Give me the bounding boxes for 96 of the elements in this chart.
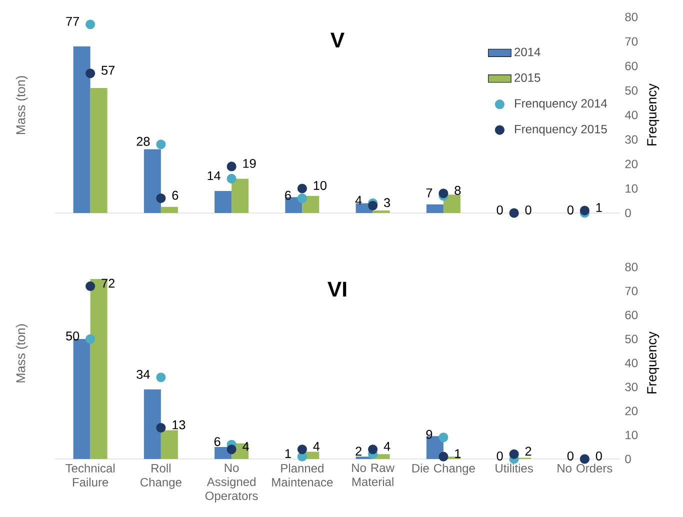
data-label: 4 xyxy=(313,442,320,451)
point xyxy=(368,444,378,454)
point xyxy=(86,20,96,30)
data-label: 1 xyxy=(596,203,602,212)
bar xyxy=(426,204,444,213)
data-label: 3 xyxy=(384,198,390,208)
data-label: 28 xyxy=(136,136,150,146)
data-label: 19 xyxy=(243,158,256,168)
y2-tick-label: 20 xyxy=(625,406,638,416)
data-label: 77 xyxy=(66,16,79,26)
point xyxy=(580,206,590,216)
y2-tick-label: 50 xyxy=(625,86,638,95)
x-tick-label: Die Change xyxy=(412,464,475,475)
y-axis-title: Mass (ton) xyxy=(16,324,28,382)
y2-tick-label: 50 xyxy=(625,334,638,344)
data-label: 6 xyxy=(172,190,178,200)
y2-tick-label: 30 xyxy=(625,135,638,144)
x-tick-label: No Orders xyxy=(558,464,612,473)
y2-tick-label: 0 xyxy=(625,208,631,218)
data-label: 7 xyxy=(426,188,432,198)
bar xyxy=(160,206,178,213)
y-axis-title: Mass (ton) xyxy=(16,76,28,134)
point xyxy=(368,200,378,210)
point xyxy=(297,444,307,454)
point xyxy=(226,174,236,184)
bar xyxy=(214,190,232,213)
data-label: 0 xyxy=(525,206,532,214)
y2-tick-label: 20 xyxy=(625,160,638,168)
point xyxy=(438,432,448,442)
bar xyxy=(443,194,460,213)
data-label: 57 xyxy=(102,66,114,75)
bar xyxy=(144,149,161,213)
data-label: 0 xyxy=(596,452,602,460)
bar xyxy=(73,46,90,213)
data-label: 2 xyxy=(356,446,362,456)
point xyxy=(156,372,166,382)
bar xyxy=(90,88,108,213)
data-label: 4 xyxy=(355,196,362,205)
y2-tick-label: 0 xyxy=(625,454,631,464)
data-label: 0 xyxy=(496,206,503,214)
point xyxy=(226,162,236,172)
y2-tick-label: 40 xyxy=(624,358,638,368)
data-label: 1 xyxy=(285,449,291,458)
data-label: 13 xyxy=(172,420,186,430)
point xyxy=(156,194,166,204)
y2-tick-label: 60 xyxy=(625,310,638,320)
data-label: 4 xyxy=(384,442,390,451)
data-label: 10 xyxy=(314,181,326,190)
y2-axis-title: Frequency xyxy=(647,332,660,394)
point xyxy=(156,140,166,150)
bar xyxy=(73,338,90,459)
point xyxy=(86,281,96,291)
data-label: 6 xyxy=(214,437,220,446)
data-label: 8 xyxy=(454,186,461,195)
point xyxy=(297,194,307,204)
legend-label: 2015 xyxy=(514,73,540,82)
x-tick-label: Planned Maintenace xyxy=(272,464,333,487)
point xyxy=(438,452,448,462)
y2-tick-label: 70 xyxy=(625,37,638,46)
bar xyxy=(160,430,178,459)
point xyxy=(86,68,96,78)
y2-tick-label: 30 xyxy=(625,382,638,392)
data-label: 14 xyxy=(208,171,220,180)
point xyxy=(226,444,236,454)
text: VI xyxy=(328,282,346,297)
bar xyxy=(144,389,161,459)
point xyxy=(509,449,519,459)
x-tick-label: Roll Change xyxy=(140,464,182,489)
text: V xyxy=(330,32,344,48)
x-tick-label: Utilities xyxy=(496,464,533,473)
data-label: 0 xyxy=(496,452,503,460)
data-label: 0 xyxy=(567,206,574,214)
data-label: 50 xyxy=(66,332,80,340)
point xyxy=(438,188,448,198)
y2-tick-label: 10 xyxy=(626,430,638,440)
data-label: 2 xyxy=(525,446,532,456)
y2-tick-label: 10 xyxy=(626,184,638,193)
y2-tick-label: 80 xyxy=(625,262,638,272)
y2-tick-label: 70 xyxy=(625,286,638,296)
data-label: 0 xyxy=(567,452,574,460)
legend-label: Frenquency 2014 xyxy=(514,99,608,110)
point xyxy=(297,184,307,194)
legend-label: Frenquency 2015 xyxy=(514,124,607,136)
y2-axis-title: Frequency xyxy=(647,84,660,146)
point xyxy=(156,423,166,433)
x-tick-label: Technical Failure xyxy=(66,464,115,487)
y2-tick-label: 40 xyxy=(624,110,638,120)
y2-tick-label: 80 xyxy=(625,12,638,22)
bar xyxy=(232,178,249,213)
data-label: 1 xyxy=(455,449,461,458)
data-label: 34 xyxy=(136,370,150,379)
x-tick-label: No Raw Material xyxy=(352,464,394,486)
legend-label: 2014 xyxy=(514,48,540,56)
point xyxy=(86,334,96,344)
x-tick-label: No Assigned Operators xyxy=(205,464,258,502)
y2-tick-label: 60 xyxy=(625,62,638,70)
